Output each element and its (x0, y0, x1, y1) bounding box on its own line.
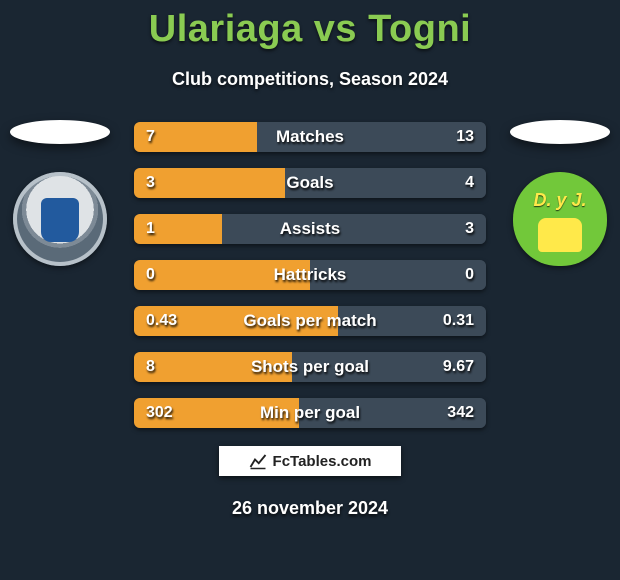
stats-table: 7Matches133Goals41Assists30Hattricks00.4… (134, 122, 486, 444)
stat-value-right: 3 (465, 214, 474, 244)
stat-label: Hattricks (134, 260, 486, 290)
stat-row: 0Hattricks0 (134, 260, 486, 290)
stat-label: Assists (134, 214, 486, 244)
branding-box[interactable]: FcTables.com (219, 446, 401, 476)
team-left-crest-icon (13, 172, 107, 266)
stat-value-right: 342 (447, 398, 474, 428)
branding-text: FcTables.com (273, 453, 372, 470)
stat-value-right: 4 (465, 168, 474, 198)
stat-value-right: 0.31 (443, 306, 474, 336)
subtitle: Club competitions, Season 2024 (0, 69, 620, 90)
stat-value-right: 0 (465, 260, 474, 290)
stat-label: Shots per goal (134, 352, 486, 382)
page-title: Ulariaga vs Togni (0, 0, 620, 51)
stat-row: 1Assists3 (134, 214, 486, 244)
stat-label: Goals (134, 168, 486, 198)
stat-label: Goals per match (134, 306, 486, 336)
team-right-column (500, 120, 620, 266)
date-text: 26 november 2024 (0, 498, 620, 519)
stat-row: 0.43Goals per match0.31 (134, 306, 486, 336)
stat-value-right: 9.67 (443, 352, 474, 382)
stat-row: 3Goals4 (134, 168, 486, 198)
stat-row: 7Matches13 (134, 122, 486, 152)
stat-row: 8Shots per goal9.67 (134, 352, 486, 382)
chart-icon (249, 452, 267, 470)
team-right-platform (510, 120, 610, 144)
team-right-crest-icon (513, 172, 607, 266)
stat-label: Matches (134, 122, 486, 152)
stat-row: 302Min per goal342 (134, 398, 486, 428)
stat-value-right: 13 (456, 122, 474, 152)
team-left-platform (10, 120, 110, 144)
team-left-column (0, 120, 120, 266)
stat-label: Min per goal (134, 398, 486, 428)
